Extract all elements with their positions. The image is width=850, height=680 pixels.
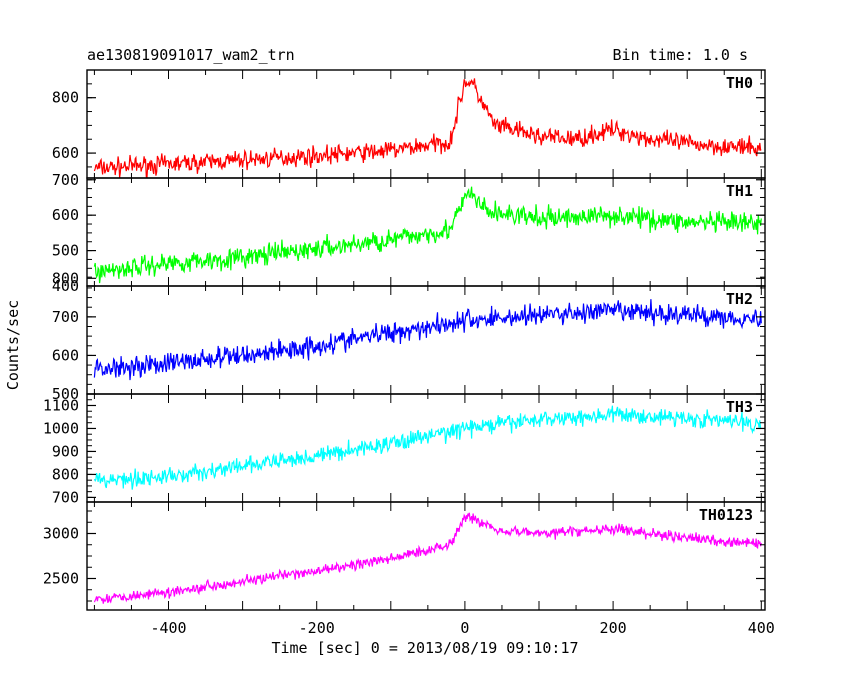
y-tick-label: 600 — [52, 144, 79, 162]
panel-frame — [86, 393, 766, 503]
y-tick-label: 600 — [52, 206, 79, 224]
y-tick-label: 1100 — [43, 396, 79, 414]
y-tick-label: 700 — [52, 171, 79, 189]
x-tick-label: -400 — [150, 619, 186, 637]
y-tick-label: 800 — [52, 269, 79, 287]
y-tick-label: 3000 — [43, 525, 79, 543]
x-tick-label: 0 — [460, 619, 469, 637]
y-tick-label: 400 — [52, 277, 79, 295]
series-name-label: TH2 — [726, 290, 753, 308]
y-tick-label: 800 — [52, 465, 79, 483]
series-line-th2 — [93, 299, 762, 381]
panels-group: 600 800 TH0 400 500 600 700 TH1 500 600 700 800 TH2 7… — [43, 69, 775, 637]
y-tick-label: 800 — [52, 89, 79, 107]
series-line-th0 — [93, 78, 762, 178]
y-tick-label: 2500 — [43, 570, 79, 588]
x-tick-label: 200 — [600, 619, 627, 637]
panel-frame — [86, 501, 766, 611]
y-tick-label: 1000 — [43, 419, 79, 437]
series-line-th1 — [93, 186, 762, 284]
x-tick-label: 400 — [748, 619, 775, 637]
series-name-label: TH0123 — [699, 506, 753, 524]
y-tick-label: 500 — [52, 385, 79, 403]
series-line-th0123 — [93, 512, 762, 604]
y-tick-label: 700 — [52, 308, 79, 326]
series-name-label: TH1 — [726, 182, 753, 200]
x-axis-label: Time [sec] 0 = 2013/08/19 09:10:17 — [271, 639, 578, 657]
x-tick-label: -200 — [299, 619, 335, 637]
panel-frame — [86, 285, 766, 395]
y-tick-label: 600 — [52, 346, 79, 364]
bin-time-label: Bin time: 1.0 s — [613, 46, 748, 64]
series-line-th3 — [93, 405, 762, 490]
y-axis-label: Counts/sec — [4, 300, 22, 390]
series-name-label: TH3 — [726, 398, 753, 416]
y-tick-label: 700 — [52, 488, 79, 506]
y-tick-label: 500 — [52, 242, 79, 260]
series-name-label: TH0 — [726, 74, 753, 92]
y-tick-label: 900 — [52, 442, 79, 460]
chart-title: ae130819091017_wam2_trn — [87, 46, 295, 64]
